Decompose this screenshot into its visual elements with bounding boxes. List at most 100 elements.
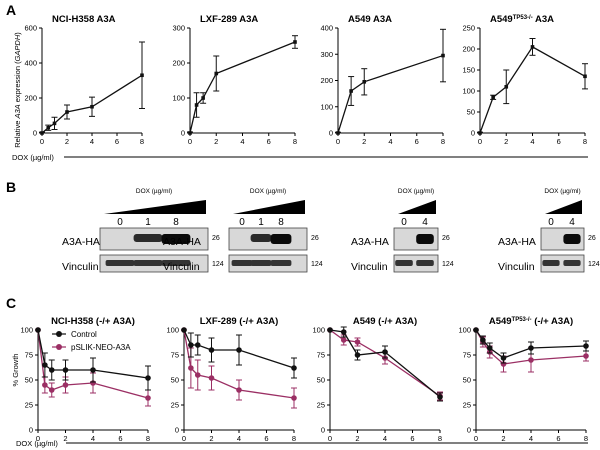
mw-marker-124: 124: [588, 261, 600, 268]
y-tick-label: 100: [166, 326, 179, 335]
y-tick-label: 75: [171, 351, 179, 360]
y-tick-label: 100: [312, 326, 325, 335]
data-point: [528, 345, 534, 351]
data-point: [486, 345, 493, 351]
mw-marker-26: 26: [311, 235, 319, 242]
data-point: [214, 71, 219, 76]
data-point: [336, 131, 340, 135]
vinculin-band: [395, 260, 413, 266]
blot-dox-header: DOX (µg/ml): [544, 188, 580, 195]
x-tick-label: 4: [530, 137, 534, 146]
blot-dox-header: DOX (µg/ml): [136, 188, 172, 195]
y-tick-label: 0: [471, 129, 475, 138]
data-point: [48, 367, 55, 373]
data-point: [293, 40, 297, 44]
y-tick-label: 150: [462, 66, 475, 75]
blot-4: DOX (µg/ml) 0 4 A3A-HA Vinculin 26 124: [498, 188, 600, 273]
x-tick-label: 8: [438, 434, 442, 443]
chart-title: NCI-H358 (-/+ A3A): [51, 316, 135, 327]
blot-row-vinculin-label: Vinculin: [498, 261, 535, 273]
data-point: [236, 387, 242, 393]
x-tick-label: 6: [415, 137, 419, 146]
x-tick-label: 4: [90, 137, 94, 146]
legend-a3a-marker: [56, 344, 62, 350]
data-point: [145, 375, 151, 381]
x-tick-label: 2: [504, 137, 508, 146]
x-tick-label: 2: [63, 434, 67, 443]
data-point: [504, 85, 509, 89]
y-tick-label: 200: [320, 76, 333, 85]
y-tick-label: 0: [29, 426, 33, 435]
blot-row-a3a-label: A3A-HA: [351, 236, 389, 248]
vinculin-band: [270, 260, 292, 266]
a3a-band: [563, 234, 581, 244]
data-point: [52, 121, 57, 126]
x-tick-label: 0: [40, 137, 44, 146]
x-tick-label: 0: [336, 137, 340, 146]
chart-a-a549-tp53: A549TP53-/- A3A 0 50 100 150 200 250 0 2 4 6 8: [462, 14, 588, 146]
y-tick-label: 0: [467, 426, 471, 435]
a3a-band: [270, 234, 292, 244]
dose-wedge: [545, 200, 582, 214]
panel-letter-a: A: [6, 2, 16, 18]
y-tick-label: 200: [462, 45, 475, 54]
panel-a-dox-label: DOX (µg/ml): [12, 153, 54, 162]
chart-title: A549TP53-/- (-/+ A3A): [489, 316, 573, 327]
data-point: [583, 353, 589, 359]
lane-label: 8: [173, 217, 179, 228]
x-tick-label: 2: [209, 434, 213, 443]
x-tick-label: 6: [118, 434, 122, 443]
x-tick-label: 8: [583, 137, 587, 146]
blot-row-vinculin-label: Vinculin: [163, 261, 200, 273]
panel-c-legend: Control pSLIK-NEO-A3A: [52, 330, 131, 352]
legend-control-label: Control: [71, 330, 97, 339]
chart-title: A549 (-/+ A3A): [353, 316, 417, 327]
lane-label: 4: [422, 217, 428, 228]
blot-a3a-box: [393, 227, 439, 251]
data-point: [349, 89, 353, 93]
legend-a3a-label: pSLIK-NEO-A3A: [71, 343, 131, 352]
data-point: [42, 362, 48, 368]
blot-dox-header: DOX (µg/ml): [398, 188, 434, 195]
vinculin-band: [563, 260, 581, 266]
chart-title-part: A549: [490, 14, 513, 25]
data-point: [478, 131, 482, 135]
chart-title: NCI-H358 A3A: [52, 14, 116, 25]
chart-title-superscript: TP53-/-: [512, 317, 532, 323]
x-tick-label: 8: [441, 137, 445, 146]
x-tick-label: 4: [383, 434, 387, 443]
a3a-band: [161, 234, 191, 244]
y-tick-label: 50: [463, 376, 471, 385]
data-point: [437, 394, 443, 400]
y-tick-label: 100: [462, 87, 475, 96]
data-point: [473, 327, 479, 333]
vinculin-band: [231, 260, 253, 266]
data-point: [583, 74, 587, 79]
chart-title-part: A549: [489, 316, 512, 327]
lane-label: 4: [569, 217, 575, 228]
x-tick-label: 2: [214, 137, 218, 146]
data-point: [42, 382, 48, 388]
data-point: [583, 343, 589, 349]
data-point: [188, 342, 194, 348]
lane-label: 0: [548, 217, 554, 228]
y-tick-label: 0: [321, 426, 325, 435]
data-point: [362, 80, 367, 84]
lane-label: 0: [239, 217, 245, 228]
y-tick-label: 200: [172, 59, 185, 68]
data-point: [441, 53, 445, 58]
y-tick-label: 50: [317, 376, 325, 385]
data-point: [194, 103, 199, 107]
x-tick-label: 2: [501, 434, 505, 443]
y-tick-label: 100: [320, 102, 333, 111]
series-line: [189, 41, 296, 134]
x-tick-label: 2: [65, 137, 69, 146]
mw-marker-26: 26: [588, 235, 596, 242]
series-line: [337, 54, 444, 134]
x-tick-label: 8: [293, 137, 297, 146]
blot-3: DOX (µg/ml) 0 4 A3A-HA Vinculin 26 124: [351, 188, 454, 273]
x-tick-label: 8: [140, 137, 144, 146]
y-tick-label: 100: [172, 94, 185, 103]
